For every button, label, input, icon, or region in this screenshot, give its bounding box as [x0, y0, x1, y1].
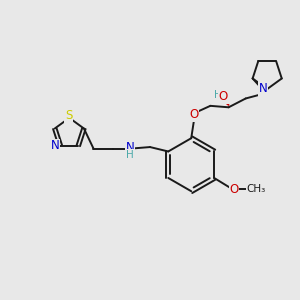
Text: O: O [219, 91, 228, 103]
Text: O: O [229, 183, 239, 196]
Text: H: H [214, 90, 221, 100]
Text: N: N [126, 141, 135, 154]
Text: N: N [259, 82, 268, 95]
Text: O: O [190, 108, 199, 121]
Text: H: H [126, 150, 134, 160]
Text: N: N [51, 139, 59, 152]
Text: S: S [65, 109, 72, 122]
Text: N: N [258, 84, 267, 97]
Text: CH₃: CH₃ [246, 184, 266, 194]
